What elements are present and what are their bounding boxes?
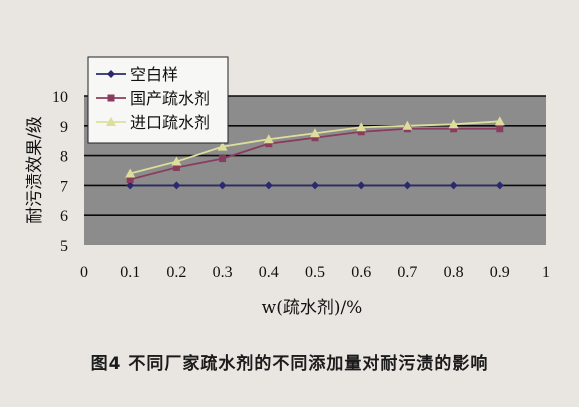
series-0-point-2 [218, 181, 227, 190]
series-0-point-0 [126, 181, 135, 190]
x-tick-label-7: 0.7 [397, 264, 417, 281]
x-axis-label: w(疏水剂)/% [262, 298, 363, 318]
series-0-point-1 [172, 181, 181, 190]
series-1-point-3 [265, 140, 273, 148]
series-2-point-7 [448, 119, 459, 129]
y-tick-label-4: 9 [60, 119, 68, 136]
chart-canvas: 5 6 7 8 9 10 0 0.1 0.2 0.3 0.4 0.5 0.6 0.7 0.8 0.9 1 耐污… [25, 56, 550, 318]
series-1-point-7 [450, 125, 458, 133]
series-2-point-4 [310, 128, 320, 138]
figure-caption: 图4 不同厂家疏水剂的不同添加量对耐污渍的影响 [90, 354, 489, 374]
legend-label-0: 空白样 [130, 65, 178, 84]
x-tick-label-8: 0.8 [444, 264, 464, 281]
legend-marker-1 [107, 94, 115, 102]
y-axis-label: 耐污渍效果/级 [25, 116, 45, 224]
series-2-point-1 [171, 156, 182, 166]
legend-label-1: 国产疏水剂 [130, 89, 210, 108]
x-tick-label-5: 0.5 [305, 264, 325, 281]
series-2-point-2 [217, 141, 228, 151]
series-1-point-2 [219, 155, 227, 163]
series-2-point-0 [125, 168, 136, 178]
series-0-point-5 [357, 181, 366, 190]
y-tick-label-2: 7 [60, 178, 68, 195]
series-0-point-8 [495, 181, 504, 190]
series-1-point-0 [126, 175, 134, 183]
series-0-point-3 [264, 181, 273, 190]
series-0-point-7 [449, 181, 458, 190]
x-tick-labels: 0 0.1 0.2 0.3 0.4 0.5 0.6 0.7 0.8 0.9 1 [80, 264, 550, 281]
x-tick-label-10: 1 [542, 264, 550, 281]
legend-marker-0 [107, 70, 115, 78]
series-1-point-8 [496, 125, 504, 133]
y-tick-label-0: 5 [60, 238, 68, 255]
x-tick-label-2: 0.2 [166, 264, 186, 281]
y-tick-labels: 5 6 7 8 9 10 [52, 89, 68, 255]
series-2-point-5 [356, 122, 367, 132]
series-2-point-8 [494, 116, 505, 126]
series-1-point-1 [172, 164, 180, 172]
series-2-point-3 [263, 134, 274, 144]
x-tick-label-1: 0.1 [120, 264, 140, 281]
y-tick-label-5: 10 [52, 89, 68, 106]
x-tick-label-0: 0 [80, 264, 88, 281]
y-tick-label-3: 8 [60, 149, 68, 166]
x-tick-label-4: 0.4 [259, 264, 279, 281]
series-1-point-5 [357, 128, 365, 136]
x-tick-label-6: 0.6 [351, 264, 371, 281]
legend-label-2: 进口疏水剂 [130, 113, 210, 132]
x-tick-label-9: 0.9 [490, 264, 510, 281]
series-0-point-4 [311, 181, 319, 190]
legend-marker-2 [106, 117, 116, 126]
series-1-point-4 [311, 134, 319, 142]
x-tick-label-3: 0.3 [213, 264, 233, 281]
series-2-point-6 [402, 120, 413, 130]
series-0-point-6 [403, 181, 412, 190]
series-markers [125, 116, 505, 190]
y-tick-label-1: 6 [60, 208, 68, 225]
